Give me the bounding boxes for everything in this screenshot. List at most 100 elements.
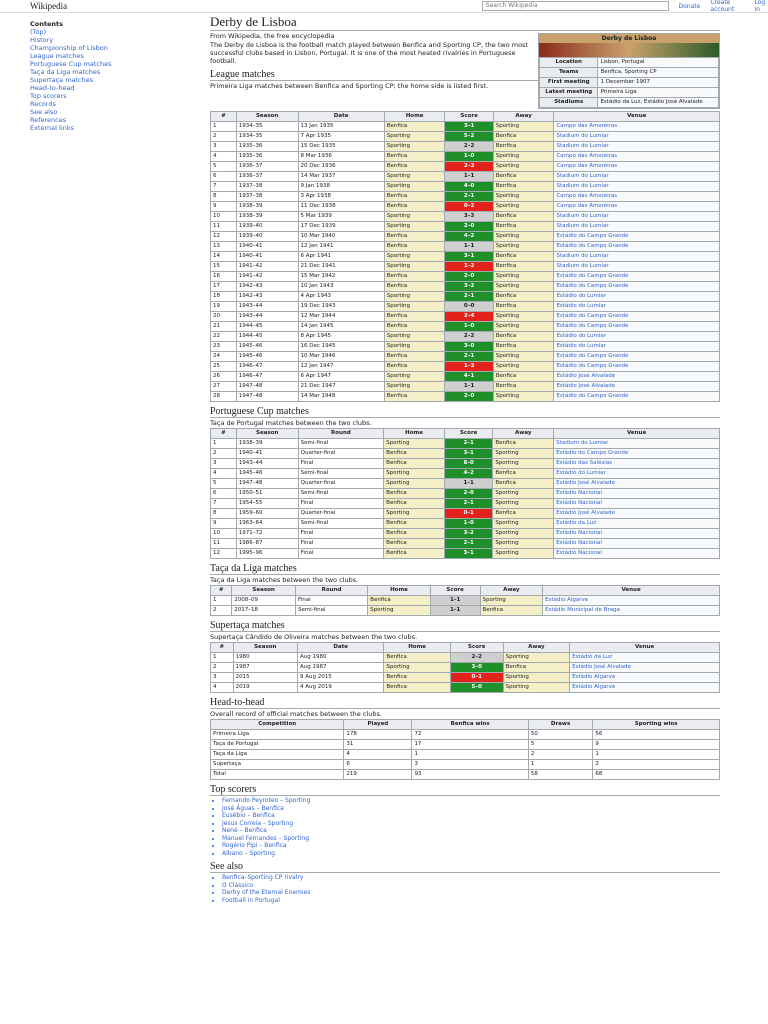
table-cell: Sporting <box>492 161 555 172</box>
list-item[interactable]: Benfica–Sporting CP rivalry <box>222 874 720 882</box>
toc-link[interactable]: Taça da Liga matches <box>30 68 101 76</box>
table-cell: Benfica <box>492 251 555 262</box>
table-cell: 1942–43 <box>235 291 299 302</box>
toc-link[interactable]: Head-to-head <box>30 84 75 92</box>
table-cell: Benfica <box>383 528 446 539</box>
table-cell: 1938–39 <box>235 438 299 449</box>
table-cell: Campo das Amoreiras <box>553 151 720 162</box>
table-cell: 4 <box>210 468 237 479</box>
table-cell: Final <box>297 498 385 509</box>
list-item[interactable]: Derby of the Eternal Enemies <box>222 889 720 897</box>
toc-link[interactable]: Portuguese Cup matches <box>30 60 112 68</box>
infobox-value: Benfica, Sporting CP <box>597 67 719 78</box>
logo[interactable]: Wikipedia <box>30 1 68 11</box>
table-cell: Sporting <box>502 682 571 693</box>
table-cell: 14 Mar 1948 <box>297 391 385 402</box>
toc-link[interactable]: Records <box>30 100 56 108</box>
list-item[interactable]: Manuel Fernandes – Sporting <box>222 835 720 843</box>
table-cell: Benfica <box>492 341 555 352</box>
column-header: Score <box>429 585 481 596</box>
list-item[interactable]: Rogério Pipi – Benfica <box>222 842 720 850</box>
article-title: Derby de Lisboa <box>210 14 720 31</box>
column-header: # <box>210 111 237 122</box>
list-item[interactable]: Jesus Correia – Sporting <box>222 820 720 828</box>
score-cell: 1–3 <box>444 361 494 372</box>
table-cell: 6 <box>210 171 237 182</box>
table-row: 6 1950–51 Semi-final Benfica 2–0 Sporting Está… <box>210 488 720 499</box>
table-cell: 6 Apr 1947 <box>297 371 385 382</box>
table-row: 1 1980 Aug 1980 Benfica 2–2 Sporting Estádio d… <box>210 652 720 663</box>
header-link[interactable]: Log in <box>754 0 766 13</box>
toc-link[interactable]: Championship of Lisbon <box>30 44 108 52</box>
toc-link[interactable]: Supertaça matches <box>30 76 94 84</box>
table-cell: 1954–55 <box>235 498 299 509</box>
toc-link[interactable]: (Top) <box>30 28 47 36</box>
table-cell: Benfica <box>383 161 446 172</box>
table-cell: Stadium do Lumiar <box>553 141 720 152</box>
table-cell: Benfica <box>492 181 555 192</box>
infobox-title: Derby de Lisboa <box>539 34 719 43</box>
column-header: Home <box>367 585 431 596</box>
table-cell: 7 <box>210 181 237 192</box>
score-cell: 3–0 <box>444 341 494 352</box>
table-row: 9 1963–64 Semi-final Benfica 1–0 Sporting Está… <box>210 518 720 529</box>
table-cell: Benfica <box>492 211 555 222</box>
sections: League matches Primeira Liga matches betw… <box>209 69 720 905</box>
toc-link[interactable]: History <box>30 36 54 44</box>
table-cell: Sporting <box>492 528 555 539</box>
score-cell: 3–3 <box>444 211 494 222</box>
list-item[interactable]: Football in Portugal <box>222 897 720 905</box>
score-cell: 2–0 <box>444 391 494 402</box>
table-cell: 11 Dec 1938 <box>297 201 385 212</box>
table-cell: Sporting <box>383 261 446 272</box>
list-item[interactable]: Eusébio – Benfica <box>222 812 720 820</box>
table-row: 19 1943–44 19 Dec 1943 Sporting 0–0 Benfica Es… <box>210 301 720 312</box>
table-cell: 18 <box>210 291 237 302</box>
table-cell: 24 <box>210 351 237 362</box>
table-cell: 14 Mar 1937 <box>297 171 385 182</box>
header-link[interactable]: Create account <box>710 0 735 13</box>
table-row: Taça da Liga 4 1 2 1 <box>209 749 720 760</box>
table-cell: Estádio do Campo Grande <box>553 391 720 402</box>
table-cell: Sporting <box>383 181 446 192</box>
header-link[interactable]: Donate <box>678 2 701 10</box>
list-item[interactable]: O Clássico <box>222 882 720 890</box>
toc-link[interactable]: External links <box>30 124 74 132</box>
table-row: 4 1945–46 Semi-final Sporting 4–2 Benfica Está… <box>210 468 720 479</box>
table-cell: 3 <box>411 759 529 770</box>
toc-link[interactable]: References <box>30 116 67 124</box>
table-cell: 17 <box>411 739 529 750</box>
table-cell: Benfica <box>383 361 446 372</box>
table-cell: Estádio do Campo Grande <box>553 241 720 252</box>
table-row: 11 1939–40 17 Dec 1939 Sporting 2–0 Benfica St… <box>210 221 720 232</box>
list-item[interactable]: José Águas – Benfica <box>222 805 720 813</box>
table-cell: Benfica <box>383 191 446 202</box>
table-cell: Benfica <box>492 221 555 232</box>
table-cell: 1963–64 <box>235 518 299 529</box>
table-cell: 8 <box>210 508 237 519</box>
table-cell: 2 <box>209 605 233 616</box>
table-cell: Benfica <box>383 548 446 559</box>
score-cell: 1–1 <box>429 595 481 606</box>
score-cell: 3–1 <box>444 121 494 132</box>
infobox-row: Teams Benfica, Sporting CP <box>538 67 719 78</box>
toc-link[interactable]: See also <box>30 108 58 116</box>
table-cell: Benfica <box>383 311 446 322</box>
search-box[interactable]: Search Wikipedia <box>481 1 669 11</box>
table-row: Taça de Portugal 31 17 5 9 <box>209 739 720 750</box>
list-item[interactable]: Nené – Benfica <box>222 827 720 835</box>
table-cell: Benfica <box>492 438 555 449</box>
list-item[interactable]: Fernando Peyroteo – Sporting <box>222 797 720 805</box>
results-table: # Season Round Home Score Away Venue 1 2008–09 Fi… <box>209 585 720 616</box>
list-item[interactable]: Albano – Sporting <box>222 850 720 858</box>
table-cell: 10 Mar 1946 <box>297 351 385 362</box>
table-cell: Sporting <box>492 121 555 132</box>
infobox-table: Location Lisbon, Portugal Teams Benfica, Sp… <box>538 57 719 108</box>
score-cell: 4–2 <box>444 468 494 479</box>
toc-link[interactable]: League matches <box>30 52 84 60</box>
score-cell: 3–1 <box>444 548 494 559</box>
toc-link[interactable]: Top scorers <box>30 92 67 100</box>
table-cell: Sporting <box>492 518 555 529</box>
table-cell: Sporting <box>479 595 544 606</box>
table-cell: 1 <box>209 595 233 606</box>
